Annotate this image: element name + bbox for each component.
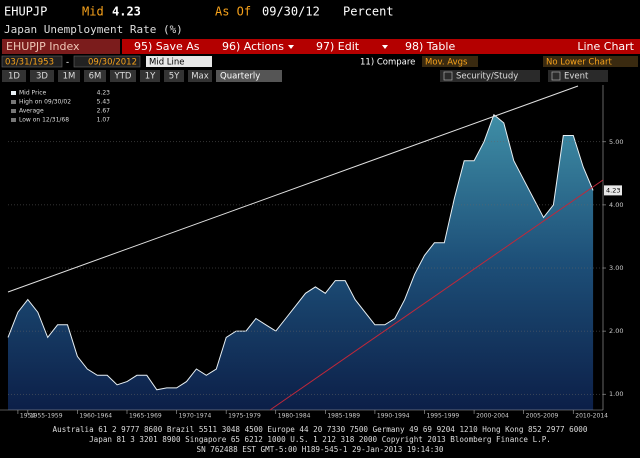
legend-value: 4.23 [97,90,111,97]
x-tick-label: 1995-1999 [427,413,460,420]
legend-box [8,88,112,126]
period-label: YTD [114,72,132,82]
legend-label: Average [19,108,44,115]
legend-label: Low on 12/31/68 [19,117,69,124]
legend-label: Mid Price [19,90,47,97]
period-label: 1M [63,72,76,82]
period-label: 3D [36,72,48,82]
period-button[interactable] [30,70,54,82]
legend-marker [11,100,16,104]
dropdown-arrow [382,45,388,49]
dropdown-arrow [288,45,294,49]
lower-trend-line [269,179,604,411]
period-button[interactable] [140,70,160,82]
range-separator: - [66,58,69,68]
legend-value: 2.67 [97,108,111,115]
legend-value: 5.43 [97,99,111,106]
last-value-label: 4.23 [606,186,620,194]
as-of-label: As Of [215,5,251,19]
toolbar [122,39,640,54]
x-tick-label: 1980-1984 [278,413,311,420]
x-tick-label: 1990-1994 [377,413,410,420]
style-field[interactable] [146,56,212,67]
frequency: Quarterly [220,72,260,82]
x-tick-label: 1970-1974 [179,413,212,420]
toolbar-button[interactable]: 95) Save As [134,40,200,53]
mid-value: 4.23 [112,5,141,19]
period-button[interactable] [2,70,26,82]
area-fill [8,114,594,410]
y-tick-label: 4.00 [609,201,623,209]
end-date: 09/30/2012 [88,58,137,68]
x-tick-label: 2000-2004 [476,413,509,420]
tool-icon [443,71,453,81]
period-button[interactable] [164,70,184,82]
legend-label: High on 09/30/02 [19,99,71,106]
tool-icon [551,71,561,81]
last-value-flag [604,185,622,196]
tool-label: Security/Study [456,72,518,82]
lower-chart-field[interactable] [543,56,638,67]
start-date: 03/31/1953 [5,58,54,68]
mov-avgs-field[interactable] [422,56,478,67]
as-of-date: 09/30/12 [262,5,320,19]
start-field[interactable] [1,55,63,68]
period-button[interactable] [84,70,106,82]
chart-type[interactable]: Line Chart [577,40,634,53]
period-button[interactable] [188,70,212,82]
x-tick-label: 1965-1969 [129,413,162,420]
y-tick-label: 5.00 [609,138,623,146]
toolbar-button[interactable]: 98) Table [405,40,455,53]
toolbar-button[interactable]: 97) Edit [316,40,360,53]
x-tick-label: 1955-1959 [30,413,63,420]
period-button[interactable] [58,70,80,82]
legend-marker [11,91,16,95]
frequency-button[interactable] [216,70,282,82]
period-label: 5Y [169,72,180,82]
period-label: 1D [8,72,20,82]
tool-button[interactable] [440,70,540,82]
x-tick-label: 2005-2009 [526,413,559,420]
x-tick-label: 1960-1964 [79,413,112,420]
x-tick-label: 2010-2014 [575,413,608,420]
field: Mid [82,5,104,19]
footer-line: Australia 61 2 9777 8600 Brazil 5511 304… [53,425,588,434]
period-label: Max [191,72,209,82]
security: EHUPJP Index [6,40,80,53]
line-style: Mid Line [149,58,185,68]
x-tick-label: 1975-1979 [228,413,261,420]
footer-line: SN 762488 EST GMT-5:00 H189-545-1 29-Jan… [197,445,444,454]
lower-chart: No Lower Chart [546,58,612,68]
units: Percent [343,5,394,19]
tool-button[interactable] [548,70,608,82]
period-button[interactable] [110,70,136,82]
legend-marker [11,109,16,113]
toolbar-button[interactable]: 96) Actions [222,40,284,53]
moving-averages: Mov. Avgs [425,58,468,68]
legend-value: 1.07 [97,117,111,124]
compare[interactable]: 11) Compare [360,58,415,68]
y-tick-label: 1.00 [609,390,623,398]
ticker: EHUPJP [4,5,47,19]
y-tick-label: 3.00 [609,264,623,272]
footer-line: Japan 81 3 3201 8900 Singapore 65 6212 1… [89,435,551,444]
y-tick-label: 2.00 [609,327,623,335]
tool-label: Event [564,72,589,82]
chart-title: Japan Unemployment Rate (%) [4,23,183,36]
security-field[interactable] [2,39,120,54]
legend-marker [11,118,16,122]
period-label: 6M [89,72,102,82]
end-field[interactable] [73,55,141,68]
upper-trend-line [7,85,579,293]
period-label: 1Y [145,72,156,82]
x-tick-label: 1954 [20,413,35,420]
x-tick-label: 1985-1989 [327,413,360,420]
